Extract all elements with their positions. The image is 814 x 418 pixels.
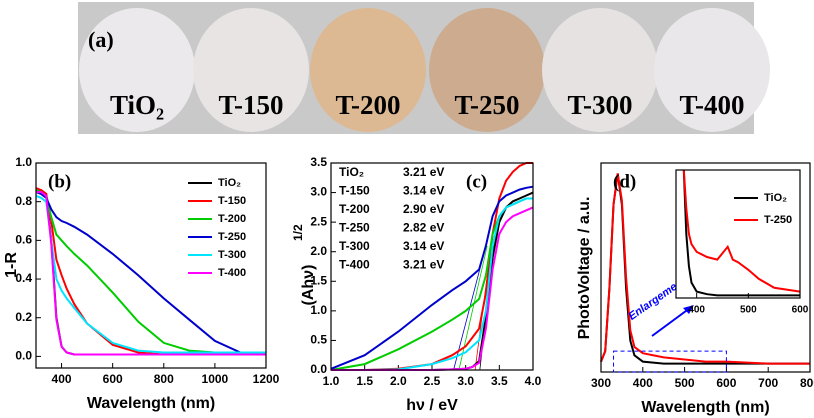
y-tick-label: 0.2 xyxy=(15,310,32,324)
annotation-name: T-200 xyxy=(339,202,370,216)
x-tick-label: 3.0 xyxy=(457,374,474,388)
series-line xyxy=(331,193,533,370)
x-tick-label: 500 xyxy=(675,376,695,390)
x-tick-label: 800 xyxy=(154,372,174,386)
zoom-arrow xyxy=(652,308,690,336)
legend-label: TiO₂ xyxy=(764,192,787,204)
panel-label: (a) xyxy=(88,27,114,52)
annotation-name: TiO₂ xyxy=(339,165,364,179)
x-axis-label: Wavelength (nm) xyxy=(641,399,769,416)
annotation-value: 3.21 eV xyxy=(403,165,444,179)
x-axis-label: hν / eV xyxy=(406,397,458,414)
sample-label: T-150 xyxy=(218,90,283,120)
y-tick-label: 0.5 xyxy=(310,333,327,347)
panel-label: (d) xyxy=(613,171,636,192)
y-tick-label: 0.6 xyxy=(15,233,32,247)
legend-label: T-300 xyxy=(218,249,246,261)
annotation-value: 3.14 eV xyxy=(403,184,444,198)
x-tick-label: 300 xyxy=(591,376,611,390)
y-tick-label: 3.5 xyxy=(310,155,327,169)
x-tick-label: 400 xyxy=(688,305,705,316)
x-tick-label: 700 xyxy=(758,376,778,390)
x-tick-label: 2.5 xyxy=(424,374,441,388)
plot-frame xyxy=(36,163,266,368)
x-tick-label: 1200 xyxy=(253,372,280,386)
annotation-value: 3.14 eV xyxy=(403,239,444,253)
annotation-name: T-400 xyxy=(339,258,370,272)
legend-label: T-400 xyxy=(218,267,246,279)
annotation-value: 2.90 eV xyxy=(403,202,444,216)
y-tick-label: 0.8 xyxy=(15,194,32,208)
x-tick-label: 4.0 xyxy=(525,374,542,388)
y-tick-label: 1.0 xyxy=(15,155,32,169)
annotation-value: 2.82 eV xyxy=(403,221,444,235)
y-axis-label: (Ahν) xyxy=(300,265,317,306)
legend-label: T-200 xyxy=(218,213,246,225)
annotation-name: T-150 xyxy=(339,184,370,198)
panel-label: (c) xyxy=(466,171,487,192)
x-tick-label: 400 xyxy=(52,372,72,386)
legend-label: T-250 xyxy=(764,214,792,226)
y-tick-label: 2.5 xyxy=(310,214,327,228)
y-axis-label: PhotoVoltage / a.u. xyxy=(576,197,593,340)
x-tick-label: 1.5 xyxy=(356,374,373,388)
x-tick-label: 600 xyxy=(103,372,123,386)
x-tick-label: 600 xyxy=(716,376,736,390)
inset-background xyxy=(676,170,800,298)
y-tick-label: 2.0 xyxy=(310,244,327,258)
sample-label: T-200 xyxy=(335,90,400,120)
x-tick-label: 400 xyxy=(633,376,653,390)
y-tick-label: 3.0 xyxy=(310,185,327,199)
annotation-name: T-300 xyxy=(339,239,370,253)
x-tick-label: 2.0 xyxy=(390,374,407,388)
sample-label: T-400 xyxy=(679,90,744,120)
x-axis-label: Wavelength (nm) xyxy=(87,395,215,412)
y-axis-label-sup: 1/2 xyxy=(291,224,305,241)
sample-label: T-300 xyxy=(567,90,632,120)
x-tick-label: 3.5 xyxy=(491,374,508,388)
x-tick-label: 800 xyxy=(800,376,814,390)
x-tick-label: 1.0 xyxy=(323,374,340,388)
sample-label: TiO₂ xyxy=(110,90,164,120)
y-tick-label: 0.0 xyxy=(15,349,32,363)
sample-label: T-250 xyxy=(454,90,519,120)
x-tick-label: 500 xyxy=(740,305,757,316)
legend-label: T-150 xyxy=(218,195,246,207)
annotation-name: T-250 xyxy=(339,221,370,235)
legend-label: T-250 xyxy=(218,231,246,243)
legend-label: TiO₂ xyxy=(218,177,241,189)
annotation-value: 3.21 eV xyxy=(403,258,444,272)
y-axis-label: 1-R xyxy=(3,252,20,278)
y-tick-label: 0.0 xyxy=(310,362,327,376)
panel-label: (b) xyxy=(48,171,71,192)
figure: TiO₂ T-150 T-200 T-250 T-300 T-400 (a) 400 600 80… xyxy=(0,0,814,418)
x-tick-label: 600 xyxy=(792,305,809,316)
x-tick-label: 1000 xyxy=(202,372,229,386)
